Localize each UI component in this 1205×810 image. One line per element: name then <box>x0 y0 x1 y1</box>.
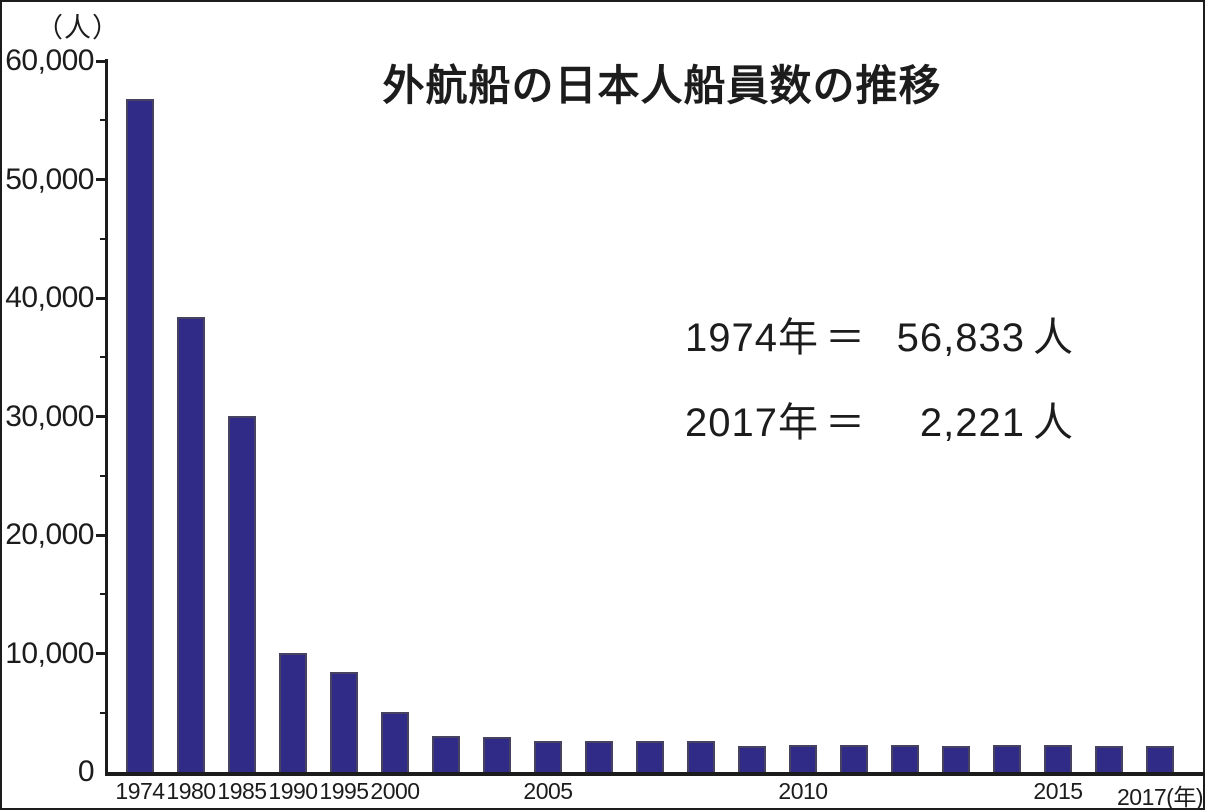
bar-2000 <box>381 712 409 772</box>
x-tick-label-1990: 1990 <box>268 778 318 804</box>
bar-1974 <box>126 98 154 772</box>
y-tick-label-0: 0 <box>77 755 95 788</box>
bar-2010 <box>789 745 817 772</box>
annotation-row-1974: 1974年 ＝ 56,833 人 <box>685 305 1073 363</box>
bar-2009 <box>738 746 766 772</box>
y-axis-unit-label: （人） <box>36 13 120 43</box>
bar-1980 <box>177 316 205 772</box>
y-minor-tick-25000 <box>100 474 108 477</box>
annotation-block: 1974年 ＝ 56,833 人 2017年 ＝ 2,221 人 <box>685 305 1073 475</box>
y-major-tick-50000 <box>96 178 108 181</box>
bar-1995 <box>330 672 358 772</box>
x-tick-label-2005: 2005 <box>523 778 573 804</box>
y-tick-label-30000: 30,000 <box>5 399 94 433</box>
bar-2003 <box>432 735 460 772</box>
y-minor-tick-35000 <box>100 356 108 359</box>
x-tick-label-2010: 2010 <box>778 778 828 804</box>
bar-2008 <box>687 740 715 772</box>
y-major-tick-60000 <box>96 59 108 63</box>
annotation-equals: ＝ <box>824 401 865 445</box>
annotation-value: 2,221 <box>919 401 1025 445</box>
y-minor-tick-5000 <box>100 711 108 714</box>
y-tick-label-50000: 50,000 <box>5 162 94 196</box>
y-major-tick-30000 <box>96 415 108 418</box>
bar-2006 <box>585 740 613 772</box>
x-tick-label-1980: 1980 <box>166 778 216 804</box>
x-tick-label-2000: 2000 <box>370 778 420 804</box>
bar-2005 <box>534 740 562 772</box>
bar-1985 <box>228 416 256 772</box>
annotation-year: 2017年 <box>685 401 819 445</box>
y-tick-label-40000: 40,000 <box>5 281 94 314</box>
annotation-year: 1974年 <box>685 316 819 360</box>
y-tick-label-20000: 20,000 <box>5 518 94 551</box>
x-tick-label-1974: 1974 <box>115 778 165 804</box>
y-major-tick-10000 <box>96 652 108 655</box>
x-axis-baseline <box>105 772 1203 776</box>
bar-2007 <box>636 741 664 772</box>
annotation-row-2017: 2017年 ＝ 2,221 人 <box>685 390 1073 448</box>
chart-title: 外航船の日本人船員数の推移 <box>382 62 942 109</box>
bar-2013 <box>942 745 970 772</box>
bar-2014 <box>993 745 1021 772</box>
y-minor-tick-45000 <box>100 237 108 240</box>
x-tick-label-1995: 1995 <box>319 778 369 804</box>
y-major-tick-40000 <box>96 296 108 300</box>
annotation-value: 56,833 <box>896 316 1025 360</box>
y-tick-label-60000: 60,000 <box>5 44 94 77</box>
y-major-tick-20000 <box>96 533 108 537</box>
y-tick-label-10000: 10,000 <box>5 636 94 670</box>
bar-2011 <box>840 744 868 772</box>
bar-2017 <box>1146 745 1174 772</box>
bar-1990 <box>279 652 307 772</box>
annotation-equals: ＝ <box>824 316 865 360</box>
bar-2016 <box>1095 746 1123 772</box>
x-tick-label-1985: 1985 <box>217 778 267 804</box>
y-minor-tick-15000 <box>100 593 108 596</box>
bar-2015 <box>1044 745 1072 772</box>
annotation-unit: 人 <box>1032 316 1073 360</box>
x-tick-label-2015: 2015 <box>1033 778 1083 804</box>
annotation-unit: 人 <box>1032 401 1073 445</box>
bar-2004 <box>483 736 511 772</box>
y-minor-tick-55000 <box>100 119 108 122</box>
x-tick-label-2017: 2017(年) <box>1117 784 1203 810</box>
bar-2012 <box>891 745 919 772</box>
